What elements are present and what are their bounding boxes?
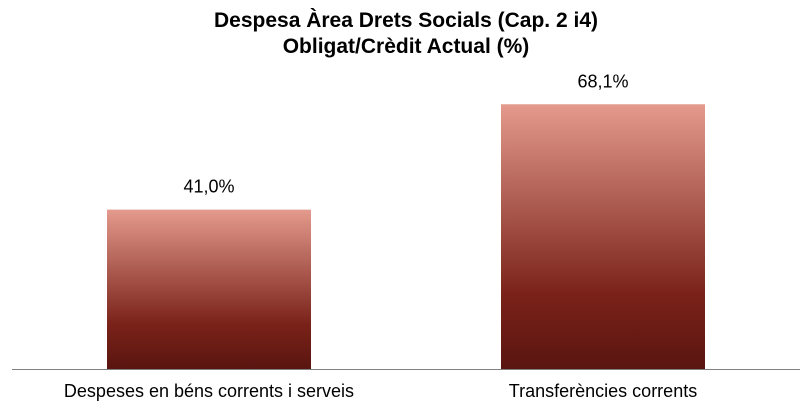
bars-layer [107,104,705,369]
x-tick-label-2: Transferències corrents [509,381,697,401]
labels-layer: 41,0% Despeses en béns corrents i serveis… [64,71,697,401]
x-tick-label-1: Despeses en béns corrents i serveis [64,381,354,401]
data-label-1: 41,0% [183,177,234,197]
chart-title-line-1: Despesa Àrea Drets Socials (Cap. 2 i4) [213,9,598,32]
data-label-2: 68,1% [577,71,628,91]
chart-title-line-2: Obligat/Crèdit Actual (%) [282,35,530,58]
bar-1 [107,209,311,369]
bar-2 [501,104,705,369]
chart-title: Despesa Àrea Drets Socials (Cap. 2 i4) O… [0,8,812,60]
